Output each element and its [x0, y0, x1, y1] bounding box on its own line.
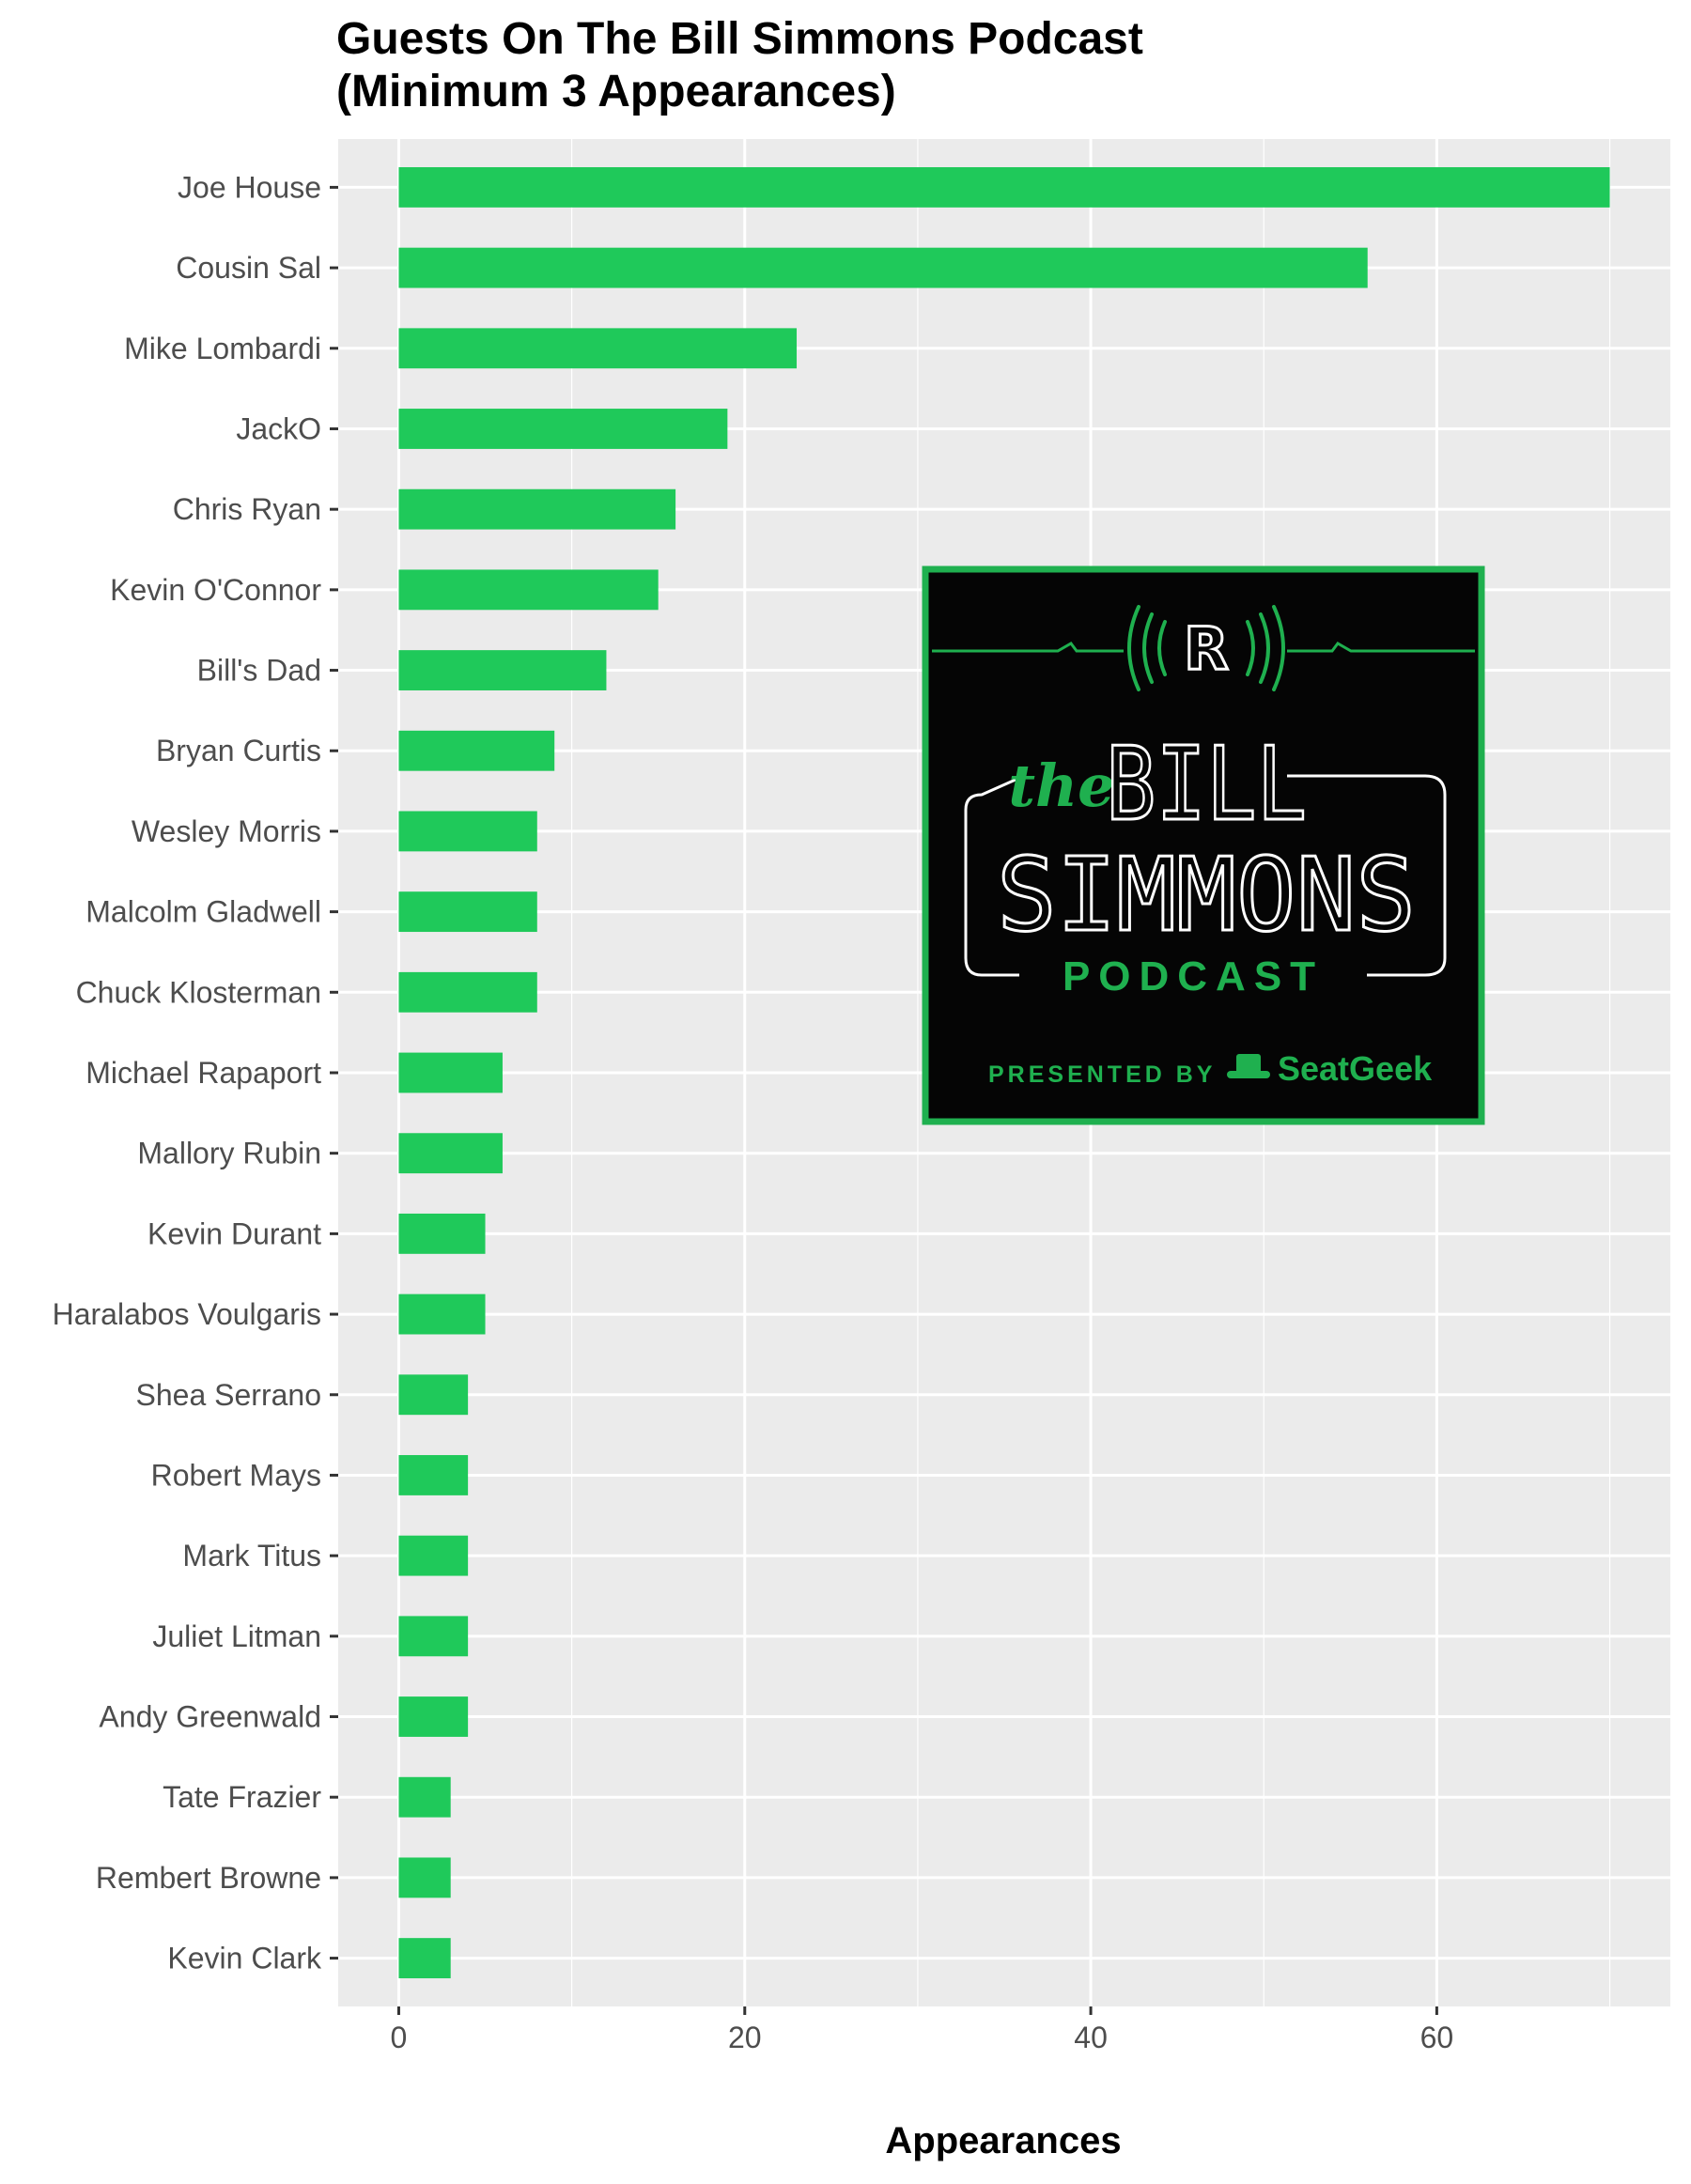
- category-label: Malcolm Gladwell: [85, 895, 321, 929]
- chart-title: Guests On The Bill Simmons Podcast (Mini…: [336, 13, 1652, 118]
- broadcast-waves-icon: [1127, 605, 1285, 691]
- category-label: Bill's Dad: [197, 654, 321, 688]
- bar: [398, 1213, 486, 1254]
- chart-title-line1: Guests On The Bill Simmons Podcast: [336, 14, 1143, 64]
- logo-header-line: [932, 642, 1475, 653]
- bars: [398, 166, 1610, 1979]
- category-label: Juliet Litman: [152, 1619, 321, 1653]
- category-label: Michael Rapaport: [85, 1056, 321, 1090]
- bar: [398, 1696, 469, 1737]
- bar: [398, 1776, 451, 1818]
- bar: [398, 1938, 451, 1979]
- bar: [398, 1133, 503, 1174]
- bar: [398, 1293, 486, 1335]
- logo-bill: BILL: [1106, 726, 1307, 844]
- bar: [398, 1616, 469, 1657]
- category-label: Mallory Rubin: [137, 1137, 321, 1170]
- bar: [398, 730, 555, 771]
- bar: [398, 1535, 469, 1576]
- category-label: JackO: [236, 411, 321, 445]
- bar: [398, 1052, 503, 1093]
- category-label: Haralabos Voulgaris: [53, 1297, 321, 1331]
- category-label: Shea Serrano: [136, 1378, 321, 1412]
- logo-background: [922, 565, 1485, 1125]
- category-labels: Joe House Cousin Sal Mike Lombardi JackO Chr…: [53, 170, 338, 1975]
- network-logo-r: R: [1184, 614, 1229, 683]
- category-label: Rembert Browne: [96, 1861, 321, 1895]
- bar: [398, 811, 537, 852]
- x-axis-ticks: 0 20 40 60: [391, 2006, 1454, 2054]
- x-tick-label: 0: [391, 2021, 408, 2054]
- logo-presented-by: PRESENTED BY: [988, 1061, 1216, 1088]
- bar: [398, 166, 1610, 208]
- logo-sponsor: SeatGeek: [1278, 1049, 1433, 1088]
- seatgeek-hat-icon: [1227, 1054, 1270, 1078]
- category-label: Bryan Curtis: [156, 734, 321, 767]
- category-label: Robert Mays: [151, 1458, 321, 1492]
- x-tick-label: 40: [1074, 2021, 1108, 2054]
- bar: [398, 971, 537, 1013]
- x-axis-title: Appearances: [885, 2120, 1121, 2161]
- logo-podcast: PODCAST: [1063, 953, 1324, 999]
- bar: [398, 409, 728, 449]
- podcast-logo: R the BILL SIMMONS PODCAST PRESENTED BY …: [922, 565, 1485, 1125]
- x-tick-label: 20: [728, 2021, 762, 2054]
- bar: [398, 488, 676, 530]
- logo-title-frame: [964, 774, 1447, 977]
- category-label: Mark Titus: [182, 1539, 321, 1572]
- bar: [398, 328, 798, 369]
- category-label: Chuck Klosterman: [76, 975, 321, 1009]
- category-label: Cousin Sal: [176, 251, 321, 285]
- category-label: Kevin O'Connor: [110, 573, 321, 607]
- bar: [398, 1455, 469, 1495]
- category-label: Tate Frazier: [163, 1780, 321, 1814]
- bar: [398, 1374, 469, 1416]
- x-tick-label: 60: [1420, 2021, 1454, 2054]
- category-label: Wesley Morris: [132, 814, 321, 848]
- chart-subtitle: (Minimum 3 Appearances): [336, 67, 896, 116]
- bar: [398, 1857, 451, 1898]
- category-label: Andy Greenwald: [99, 1700, 321, 1734]
- logo-the: the: [1008, 751, 1114, 820]
- bar: [398, 650, 607, 690]
- category-label: Mike Lombardi: [124, 332, 321, 365]
- category-label: Kevin Durant: [147, 1216, 321, 1250]
- category-label: Chris Ryan: [173, 492, 321, 526]
- bar: [398, 247, 1368, 288]
- category-label: Kevin Clark: [167, 1942, 322, 1975]
- bar: [398, 891, 537, 933]
- bar: [398, 569, 659, 611]
- logo-simmons: SIMMONS: [997, 837, 1416, 954]
- category-label: Joe House: [178, 170, 321, 204]
